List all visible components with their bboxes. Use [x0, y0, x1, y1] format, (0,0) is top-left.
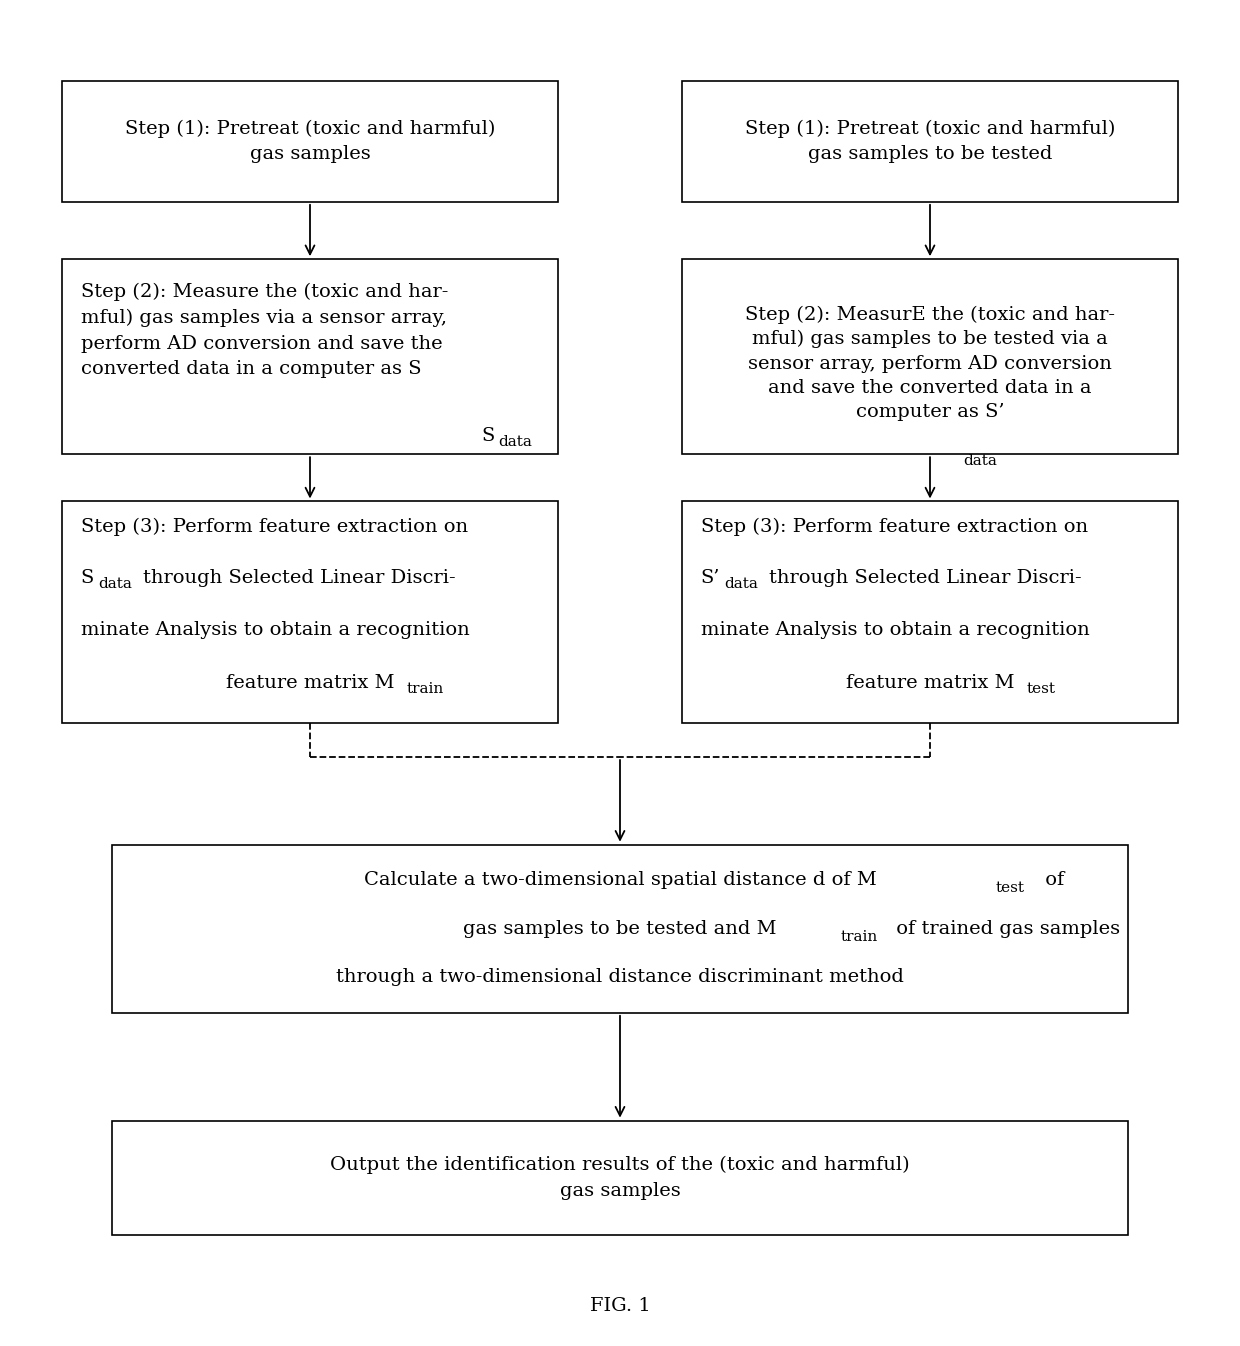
Text: data: data [98, 577, 131, 591]
Bar [112, 1120, 1128, 1236]
Text: through Selected Linear Discri-: through Selected Linear Discri- [143, 569, 455, 587]
Bar [62, 258, 558, 455]
Text: feature matrix M: feature matrix M [226, 674, 394, 692]
Text: S: S [481, 427, 495, 444]
Bar [112, 845, 1128, 1014]
Bar [682, 81, 1178, 202]
Text: test: test [996, 882, 1024, 895]
Bar [62, 502, 558, 724]
Text: data: data [498, 435, 532, 448]
Text: Step (3): Perform feature extraction on: Step (3): Perform feature extraction on [81, 518, 467, 537]
Text: S’: S’ [701, 569, 720, 587]
Text: Step (1): Pretreat (toxic and harmful)
gas samples to be tested: Step (1): Pretreat (toxic and harmful) g… [745, 120, 1115, 163]
Text: of: of [1039, 871, 1064, 890]
Text: FIG. 1: FIG. 1 [590, 1296, 650, 1315]
Text: Calculate a two-dimensional spatial distance d of M: Calculate a two-dimensional spatial dist… [363, 871, 877, 890]
Text: train: train [841, 930, 878, 944]
Text: gas samples to be tested and M: gas samples to be tested and M [464, 919, 776, 938]
Text: data: data [724, 577, 758, 591]
Text: data: data [963, 454, 997, 467]
Text: of trained gas samples: of trained gas samples [890, 919, 1121, 938]
Bar [62, 81, 558, 202]
Text: Step (2): Measure the (toxic and har-
mful) gas samples via a sensor array,
perf: Step (2): Measure the (toxic and har- mf… [81, 283, 448, 378]
Text: through a two-dimensional distance discriminant method: through a two-dimensional distance discr… [336, 968, 904, 987]
Bar [682, 502, 1178, 724]
Text: feature matrix M: feature matrix M [846, 674, 1014, 692]
Text: minate Analysis to obtain a recognition: minate Analysis to obtain a recognition [701, 621, 1090, 638]
Text: Output the identification results of the (toxic and harmful)
gas samples: Output the identification results of the… [330, 1155, 910, 1201]
Text: Step (1): Pretreat (toxic and harmful)
gas samples: Step (1): Pretreat (toxic and harmful) g… [125, 120, 495, 163]
Text: Step (2): MeasurE the (toxic and har-
mful) gas samples to be tested via a
senso: Step (2): MeasurE the (toxic and har- mf… [745, 306, 1115, 421]
Text: through Selected Linear Discri-: through Selected Linear Discri- [769, 569, 1081, 587]
Text: Step (3): Perform feature extraction on: Step (3): Perform feature extraction on [701, 518, 1087, 537]
Text: minate Analysis to obtain a recognition: minate Analysis to obtain a recognition [81, 621, 470, 638]
Bar [682, 258, 1178, 455]
Text: test: test [1027, 682, 1055, 696]
Text: S: S [81, 569, 94, 587]
Text: train: train [407, 682, 444, 696]
